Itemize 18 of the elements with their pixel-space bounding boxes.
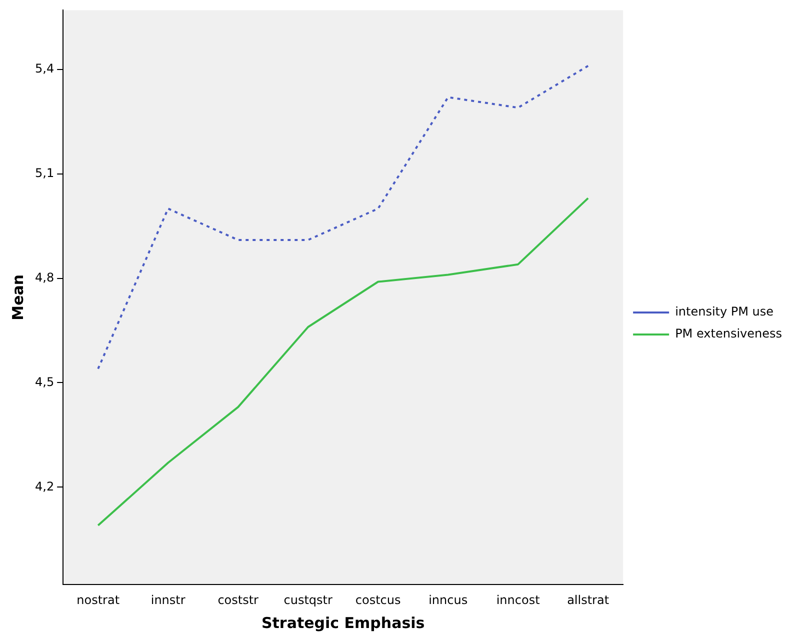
y-tick-label: 4,5 xyxy=(34,374,54,389)
x-tick-label: nostrat xyxy=(76,592,120,607)
x-tick-label: coststr xyxy=(218,592,259,607)
x-tick-label: inncus xyxy=(428,592,468,607)
y-axis-title: Mean xyxy=(8,274,27,320)
legend-label: intensity PM use xyxy=(675,304,774,319)
x-tick-label: custqstr xyxy=(284,592,332,607)
x-tick-label: inncost xyxy=(496,592,540,607)
legend-label: PM extensiveness xyxy=(675,326,782,341)
x-tick-label: costcus xyxy=(355,592,401,607)
x-tick-label: allstrat xyxy=(567,592,610,607)
y-tick-label: 4,2 xyxy=(34,479,54,494)
x-axis-title: Strategic Emphasis xyxy=(261,614,425,632)
line-series xyxy=(97,64,590,370)
y-tick-label: 5,4 xyxy=(34,62,54,76)
y-tick-label: 5,1 xyxy=(34,166,54,180)
x-tick-label: innstr xyxy=(150,592,186,607)
y-tick-label: 4,8 xyxy=(34,270,54,284)
